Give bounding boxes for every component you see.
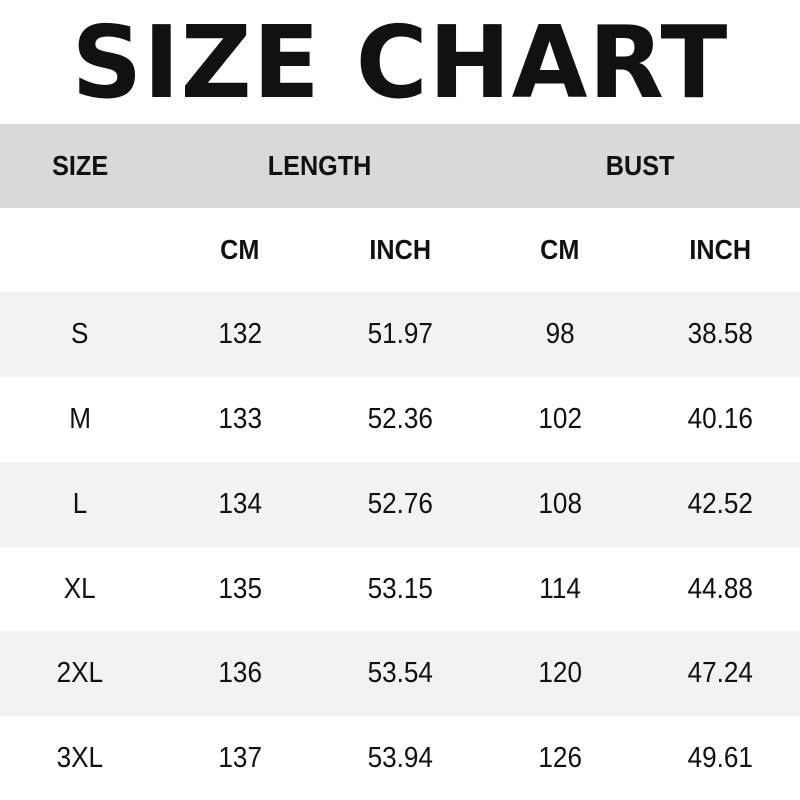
subheader-bust-inch: INCH [689, 234, 751, 265]
cell-length-inch: 53.54 [367, 657, 433, 689]
page-title: SIZE CHART [71, 4, 729, 121]
cell-bust-inch: 44.88 [687, 572, 753, 605]
table-header-row: SIZE LENGTH BUST [0, 124, 800, 208]
cell-size: 2XL [56, 657, 104, 689]
cell-length-inch: 52.76 [367, 488, 433, 520]
cell-length-inch: 53.15 [367, 572, 433, 605]
cell-length-cm: 137 [218, 741, 262, 774]
subheader-length-inch: INCH [369, 234, 431, 265]
cell-length-inch: 51.97 [367, 318, 433, 350]
table-row: 2XL 136 53.54 120 47.24 [0, 631, 800, 716]
table-row: XL 135 53.15 114 44.88 [0, 547, 800, 631]
subheader-bust-cm: CM [540, 234, 580, 265]
table-row: 3XL 137 53.94 126 49.61 [0, 716, 800, 800]
cell-bust-inch: 42.52 [687, 488, 753, 520]
cell-bust-inch: 49.61 [687, 741, 753, 774]
cell-bust-inch: 40.16 [687, 403, 753, 435]
table-row: L 134 52.76 108 42.52 [0, 462, 800, 547]
cell-length-cm: 132 [218, 318, 262, 350]
cell-length-cm: 133 [218, 403, 262, 435]
cell-size: 3XL [56, 741, 104, 774]
header-size: SIZE [51, 150, 108, 181]
cell-size: XL [64, 572, 96, 605]
cell-bust-inch: 47.24 [687, 657, 753, 689]
table-row: S 132 51.97 98 38.58 [0, 292, 800, 377]
cell-length-inch: 52.36 [367, 403, 433, 435]
table-subheader-row: CM INCH CM INCH [0, 208, 800, 292]
cell-length-inch: 53.94 [367, 741, 433, 774]
cell-length-cm: 134 [218, 488, 262, 520]
header-length: LENGTH [268, 150, 372, 181]
cell-bust-cm: 126 [538, 741, 582, 774]
cell-bust-cm: 114 [539, 572, 581, 605]
cell-bust-inch: 38.58 [687, 318, 753, 350]
cell-size: S [71, 318, 89, 350]
cell-bust-cm: 98 [545, 318, 575, 350]
cell-bust-cm: 108 [538, 488, 582, 520]
cell-size: L [72, 488, 88, 520]
cell-size: M [69, 403, 91, 435]
table-row: M 133 52.36 102 40.16 [0, 377, 800, 462]
cell-length-cm: 136 [218, 657, 262, 689]
cell-bust-cm: 120 [538, 657, 582, 689]
subheader-length-cm: CM [220, 234, 260, 265]
cell-length-cm: 135 [218, 572, 262, 605]
cell-bust-cm: 102 [538, 403, 582, 435]
header-bust: BUST [605, 150, 675, 181]
